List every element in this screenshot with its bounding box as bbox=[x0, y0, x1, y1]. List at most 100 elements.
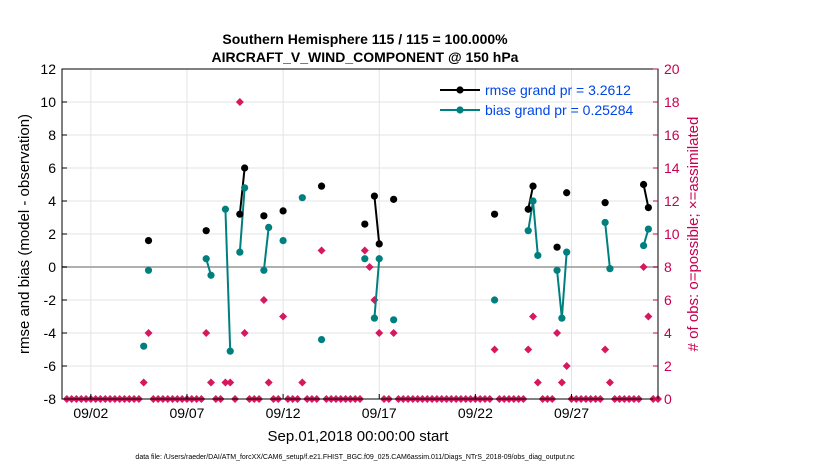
rmse-point bbox=[390, 195, 398, 203]
y-tick-label-right: 20 bbox=[664, 61, 680, 77]
y-tick-label-left: -2 bbox=[44, 292, 57, 308]
bias-point bbox=[375, 255, 383, 263]
obs-count-marker bbox=[360, 246, 369, 255]
x-tick-label: 09/27 bbox=[554, 405, 589, 421]
bias-point bbox=[236, 248, 244, 256]
obs-count-marker bbox=[533, 378, 542, 387]
obs-count-marker bbox=[221, 378, 230, 387]
rmse-point bbox=[529, 182, 537, 190]
obs-count-marker bbox=[524, 345, 533, 354]
obs-count-marker bbox=[375, 329, 384, 337]
obs-count-marker bbox=[365, 263, 374, 271]
series-points bbox=[140, 164, 652, 355]
rmse-point bbox=[553, 243, 561, 251]
bias-line-segment bbox=[238, 187, 246, 253]
rmse-point bbox=[279, 207, 287, 215]
obs-count-marker bbox=[601, 345, 610, 354]
obs-count-marker bbox=[226, 378, 235, 387]
rmse-line-segment bbox=[527, 185, 535, 210]
obs-count-marker bbox=[279, 312, 288, 321]
bias-line-segment bbox=[224, 209, 232, 352]
obs-count-marker bbox=[264, 378, 273, 387]
rmse-line-segment bbox=[642, 184, 650, 208]
rmse-point bbox=[639, 180, 648, 189]
rmse-point bbox=[644, 204, 652, 212]
y-tick-label-left: 2 bbox=[48, 226, 56, 242]
bias-line-segment bbox=[604, 222, 611, 269]
bias-point bbox=[370, 314, 379, 322]
obs-count-marker bbox=[562, 362, 571, 370]
rmse-line-segment bbox=[238, 167, 246, 215]
bias-point bbox=[490, 296, 499, 304]
bias-point bbox=[226, 347, 234, 355]
bias-point bbox=[563, 248, 571, 256]
bias-line-segment bbox=[373, 258, 381, 319]
bias-point bbox=[390, 316, 398, 324]
bias-point bbox=[553, 266, 561, 274]
bias-point bbox=[221, 205, 230, 213]
obs-count-marker bbox=[529, 312, 538, 321]
obs-count-marker bbox=[240, 329, 249, 337]
rmse-point bbox=[236, 210, 244, 218]
bias-point bbox=[524, 227, 532, 235]
obs-count-marker bbox=[389, 329, 398, 337]
bias-point bbox=[265, 223, 273, 231]
grid bbox=[62, 68, 658, 400]
obs-count-marker bbox=[644, 312, 653, 321]
obs-count-marker bbox=[259, 296, 268, 304]
legend-marker-bias bbox=[456, 106, 464, 114]
bias-point bbox=[279, 237, 287, 245]
obs-count-marker bbox=[490, 345, 499, 354]
obs-count-marker bbox=[207, 378, 215, 387]
rmse-point bbox=[370, 192, 379, 200]
bias-point bbox=[202, 255, 210, 263]
y-tick-label-right: 8 bbox=[664, 259, 672, 275]
y-tick-label-right: 0 bbox=[664, 391, 672, 407]
y-tick-label-right: 10 bbox=[664, 226, 680, 242]
x-tick-label: 09/22 bbox=[458, 405, 493, 421]
rmse-point bbox=[317, 182, 326, 190]
rmse-point bbox=[524, 205, 532, 213]
rmse-point bbox=[563, 189, 571, 197]
obs-count-marker bbox=[202, 329, 211, 337]
axis-ticks: -8 -6 -4 -2 0 2 4 6 8 10 12 0 2 4 6 8 10 12 14 16 18 20 09/02 0… bbox=[40, 61, 679, 421]
obs-count-marker bbox=[298, 378, 307, 387]
legend-label-rmse: rmse grand pr = 3.2612 bbox=[485, 82, 631, 98]
x-tick-label: 09/07 bbox=[169, 405, 204, 421]
y-tick-label-left: 10 bbox=[40, 94, 56, 110]
chart-title-line-1: Southern Hemisphere 115 / 115 = 100.000% bbox=[222, 31, 508, 47]
obs-count-marker bbox=[139, 378, 148, 387]
bias-point bbox=[260, 266, 268, 274]
y-tick-label-right: 6 bbox=[664, 292, 672, 308]
obs-count-marker bbox=[605, 378, 614, 387]
rmse-point bbox=[144, 237, 153, 245]
rmse-point bbox=[601, 199, 609, 207]
x-tick-label: 09/02 bbox=[73, 405, 108, 421]
obs-count-markers bbox=[62, 98, 662, 403]
bias-point bbox=[361, 255, 369, 263]
y-tick-label-left: 8 bbox=[48, 127, 56, 143]
obs-count-marker bbox=[235, 98, 244, 106]
rmse-point bbox=[202, 227, 210, 235]
y-tick-label-left: 12 bbox=[40, 61, 56, 77]
legend-marker-rmse bbox=[456, 86, 464, 94]
obs-count-marker bbox=[317, 246, 326, 255]
x-tick-label: 09/17 bbox=[362, 405, 397, 421]
rmse-point bbox=[241, 164, 249, 172]
bias-point bbox=[241, 184, 249, 192]
y-tick-label-left: -6 bbox=[44, 358, 57, 374]
rmse-line-segment bbox=[373, 195, 381, 244]
bias-point bbox=[140, 342, 148, 350]
y-tick-label-left: 0 bbox=[48, 259, 56, 275]
x-tick-label: 09/12 bbox=[266, 405, 301, 421]
obs-count-marker bbox=[639, 263, 648, 271]
bias-point bbox=[529, 197, 537, 205]
obs-count-marker bbox=[144, 329, 153, 337]
bias-line-segment bbox=[556, 252, 568, 319]
bias-point bbox=[639, 241, 648, 250]
obs-count-marker bbox=[370, 296, 379, 304]
bias-line-segment bbox=[262, 227, 270, 271]
y-axis-label-left: rmse and bias (model - observation) bbox=[16, 114, 33, 354]
bias-point bbox=[207, 271, 215, 279]
